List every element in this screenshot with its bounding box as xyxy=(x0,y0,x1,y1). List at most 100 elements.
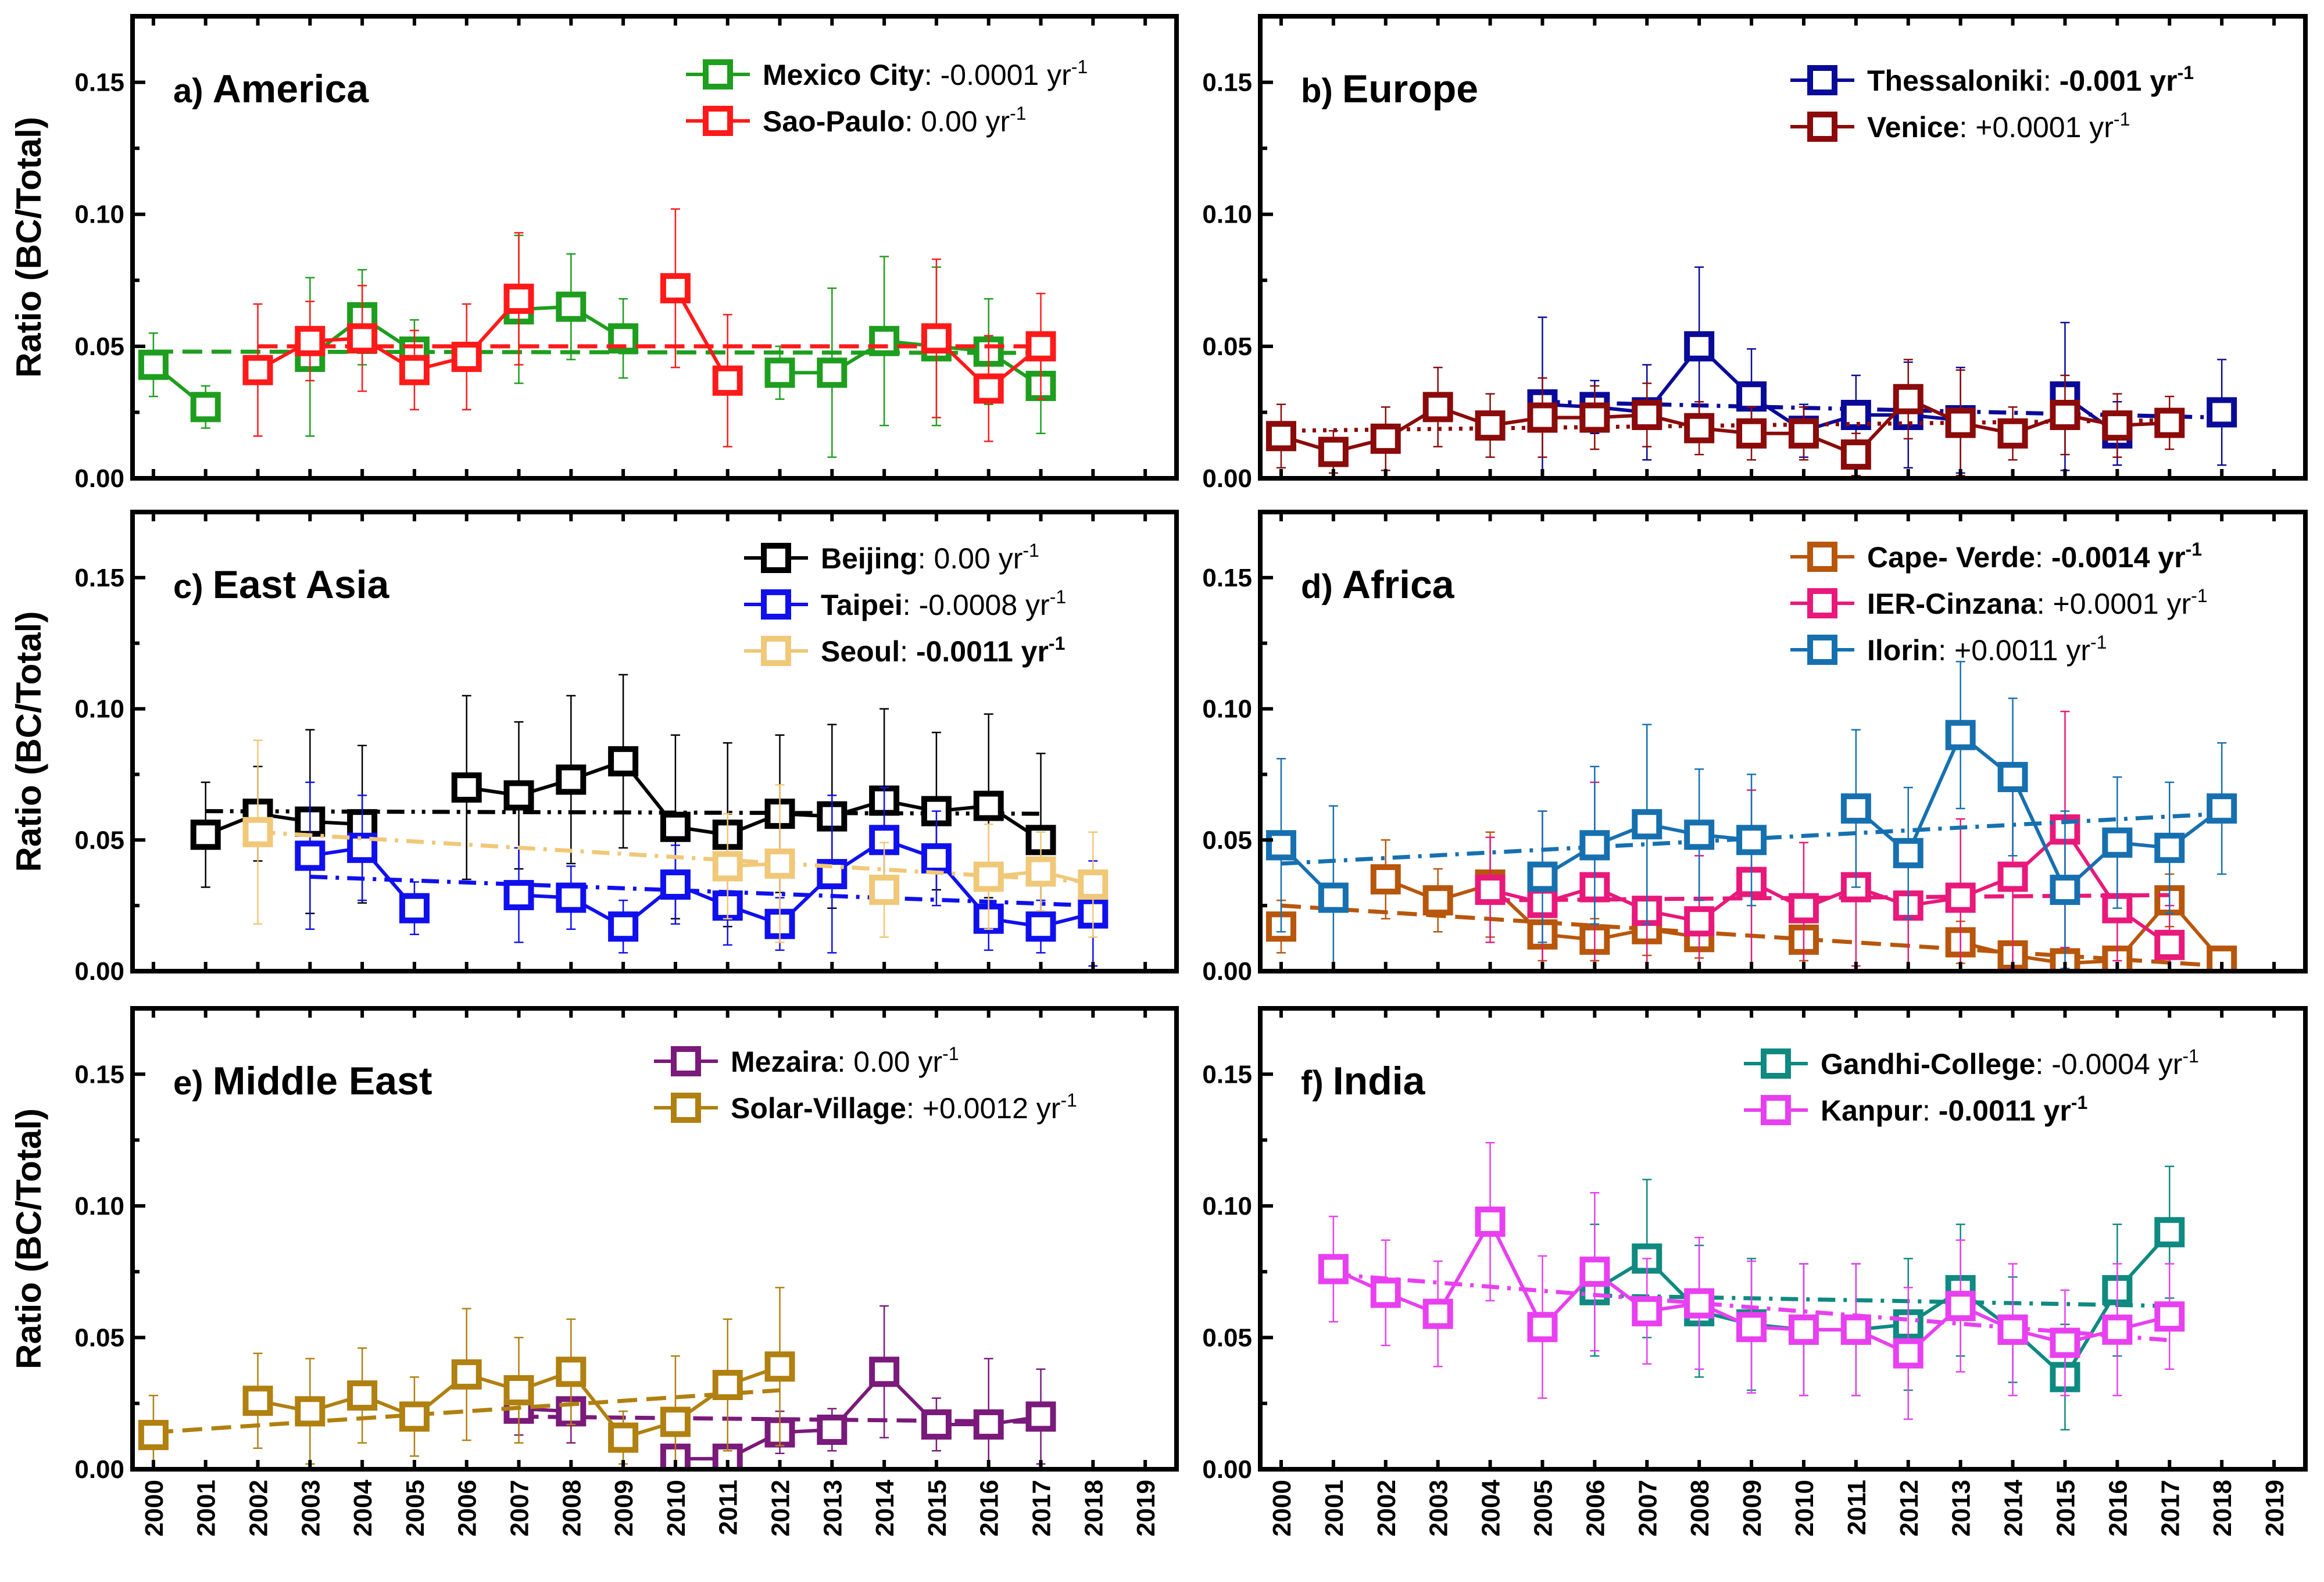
data-point xyxy=(1527,861,1558,892)
data-point xyxy=(1370,423,1401,454)
data-point xyxy=(1475,410,1506,441)
data-point xyxy=(869,1356,900,1387)
y-tick-label: 0.15 xyxy=(74,69,124,97)
data-point xyxy=(2154,832,2185,863)
data-point xyxy=(1893,1338,1923,1369)
data-point xyxy=(1025,911,1056,942)
legend-label: Taipei: -0.0008 yr-1 xyxy=(821,586,1066,621)
y-tick-label: 0.00 xyxy=(74,1455,124,1484)
legend-marker xyxy=(761,636,791,666)
x-tick-label: 2003 xyxy=(296,1480,325,1537)
legend: Thessaloniki: -0.001 yr-1 Venice: +0.0001… xyxy=(1790,62,2194,144)
series-thessaloniki xyxy=(1527,266,2237,478)
data-point xyxy=(503,284,534,314)
legend-item-thessaloniki: Thessaloniki: -0.001 yr-1 xyxy=(1790,62,2194,97)
data-point xyxy=(2154,1217,2185,1248)
data-point xyxy=(1527,402,1558,433)
legend-marker xyxy=(671,1093,701,1123)
panel-frame xyxy=(1258,510,2308,973)
x-tick-label: 2005 xyxy=(401,1480,430,1537)
series-beijing xyxy=(190,674,1056,928)
y-tick-label: 0.10 xyxy=(74,695,124,724)
x-tick-label: 2010 xyxy=(662,1480,691,1537)
x-tick-label: 2014 xyxy=(871,1479,899,1536)
data-point xyxy=(503,780,534,811)
series-ilorin xyxy=(1265,661,2237,971)
legend-marker xyxy=(1807,588,1837,618)
y-axis: 0.00 0.05 0.10 0.15 xyxy=(1202,564,1273,986)
legend-label: Mexico City: -0.0001 yr-1 xyxy=(763,56,1088,91)
data-point xyxy=(712,1369,743,1400)
panel-europe: 0.00 0.05 0.10 0.15 b) Europe Thessaloniki: -… xyxy=(1202,14,2308,493)
data-point xyxy=(1318,436,1349,467)
series-solar-village xyxy=(138,1287,795,1469)
data-point xyxy=(2154,1301,2185,1332)
data-point xyxy=(1579,402,1610,433)
legend: Mexico City: -0.0001 yr-1 Sao-Paulo: 0.00… xyxy=(686,56,1088,138)
data-point xyxy=(242,1386,273,1416)
y-axis: 0.00 0.05 0.10 0.15 xyxy=(1202,1060,1273,1484)
x-tick-label: 2015 xyxy=(2051,1480,2080,1537)
data-point xyxy=(1945,720,1976,750)
y-tick-label: 0.00 xyxy=(1202,1455,1252,1484)
data-point xyxy=(1945,1291,1976,1322)
data-point xyxy=(1893,837,1923,868)
panel-title: f) India xyxy=(1301,1059,1426,1103)
data-point xyxy=(1318,1254,1349,1284)
legend-marker xyxy=(1761,1048,1791,1079)
legend-label: Gandhi-College: -0.0004 yr-1 xyxy=(1821,1046,2199,1080)
legend-label: Seoul: -0.0011 yr-1 xyxy=(821,633,1065,668)
data-point xyxy=(973,790,1004,821)
data-point xyxy=(1579,830,1610,861)
panel-title: b) Europe xyxy=(1301,67,1478,111)
x-tick-label: 2009 xyxy=(1738,1480,1767,1537)
data-point xyxy=(1840,1314,1871,1345)
data-point xyxy=(764,1351,795,1382)
trend-line-seoul xyxy=(258,830,1093,885)
data-point xyxy=(608,911,639,942)
x-tick-label: 2004 xyxy=(1477,1479,1506,1536)
data-point xyxy=(138,1420,169,1451)
legend-item-beijing: Beijing: 0.00 yr-1 xyxy=(744,540,1039,575)
panel-america: 0.00 0.05 0.10 0.15 Ratio (BC/Total) a) Ameri… xyxy=(9,14,1179,493)
trend-line-venice xyxy=(1281,418,2170,433)
data-point xyxy=(1684,413,1715,443)
x-tick-label: 2009 xyxy=(610,1480,638,1537)
legend: Mezaira: 0.00 yr-1 Solar-Village: +0.0012… xyxy=(654,1043,1077,1125)
series-line-sao-paulo xyxy=(674,287,730,382)
data-point xyxy=(1632,809,1662,840)
legend-marker xyxy=(1761,1095,1791,1125)
x-tick-label: 2012 xyxy=(767,1480,795,1537)
panel-east-asia: 0.00 0.05 0.10 0.15 Ratio (BC/Total) c) East … xyxy=(9,510,1179,986)
y-tick-label: 0.00 xyxy=(1202,464,1252,493)
data-point xyxy=(921,1409,952,1440)
legend-marker xyxy=(1807,65,1837,95)
panel-title: e) Middle East xyxy=(173,1059,432,1103)
x-tick-label: 2016 xyxy=(2104,1480,2132,1537)
data-point xyxy=(817,357,848,388)
plot-area xyxy=(1318,1141,2185,1431)
legend-item-seoul: Seoul: -0.0011 yr-1 xyxy=(744,633,1065,668)
data-point xyxy=(399,1401,430,1432)
data-point xyxy=(660,811,691,842)
data-point xyxy=(1788,1314,1819,1345)
data-point xyxy=(190,819,221,850)
trend-line-gandhi-college xyxy=(1594,1293,2170,1308)
y-axis-label: Ratio (BC/Total) xyxy=(9,611,48,872)
x-axis xyxy=(1279,16,2276,478)
panel-india: 0.00 0.05 0.10 0.15 2000 2001 2002 2003 2004 2005… xyxy=(1202,1006,2308,1537)
x-tick-label: 2019 xyxy=(2261,1480,2289,1537)
data-point xyxy=(764,848,795,879)
plot-area xyxy=(1265,661,2237,971)
data-point xyxy=(1736,825,1767,856)
plot-area xyxy=(138,208,1056,458)
x-axis xyxy=(151,16,1147,478)
legend-marker xyxy=(703,106,733,136)
x-tick-label: 2012 xyxy=(1895,1480,1923,1537)
y-tick-label: 0.10 xyxy=(1202,1192,1252,1220)
data-point xyxy=(451,342,482,373)
data-point xyxy=(295,325,326,356)
x-tick-label: 2018 xyxy=(1079,1480,1108,1537)
y-tick-label: 0.05 xyxy=(74,826,124,854)
